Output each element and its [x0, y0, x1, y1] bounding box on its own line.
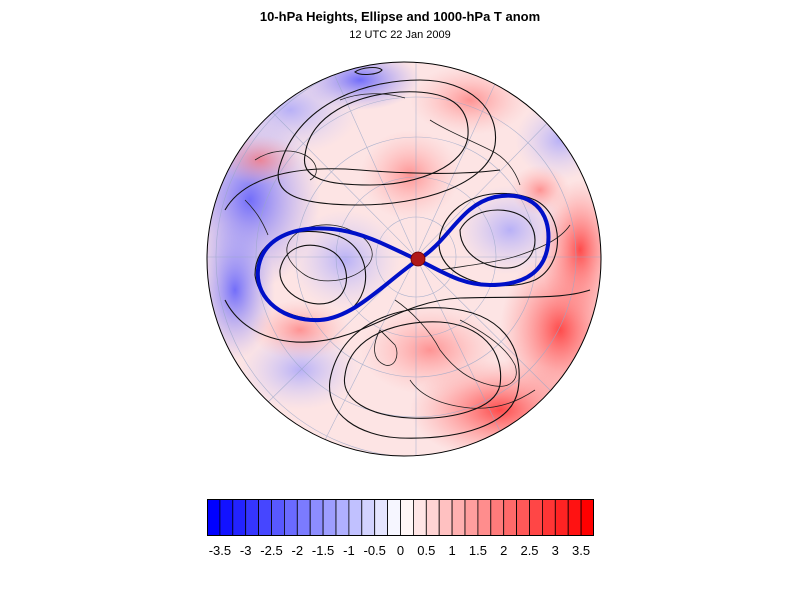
- colorbar-box: [387, 499, 401, 536]
- colorbar-tick-label: 1: [448, 543, 456, 558]
- colorbar-frame: [207, 499, 594, 536]
- colorbar-box: [219, 499, 234, 536]
- colorbar-box: [322, 499, 337, 536]
- colorbar-box: [348, 499, 363, 536]
- colorbar-box: [258, 499, 272, 536]
- colorbar-tick-label: 3.5: [572, 543, 591, 558]
- height-contours: [224, 67, 591, 439]
- colorbar-tick-label: -1.5: [311, 543, 335, 558]
- colorbar-box: [580, 499, 594, 536]
- colorbar-box: [541, 499, 556, 536]
- colorbar: [207, 499, 594, 536]
- colorbar-box: [374, 499, 388, 536]
- colorbar-box: [425, 499, 440, 536]
- colorbar-box: [412, 499, 427, 536]
- colorbar-tick-label: -2: [291, 543, 304, 558]
- colorbar-box: [503, 499, 518, 536]
- colorbar-box: [516, 499, 530, 536]
- colorbar-tick-label: 0.5: [417, 543, 436, 558]
- colorbar-box: [232, 499, 247, 536]
- colorbar-tick-label: 1.5: [468, 543, 487, 558]
- colorbar-tick-label: -3: [239, 543, 252, 558]
- colorbar-box: [477, 499, 492, 536]
- colorbar-box: [245, 499, 260, 536]
- map-title: 10-hPa Heights, Ellipse and 1000-hPa T a…: [259, 9, 541, 24]
- pole-marker: [410, 251, 426, 267]
- colorbar-tick-label: 2: [500, 543, 508, 558]
- colorbar-box: [464, 499, 479, 536]
- map-subtitle: 12 UTC 22 Jan 2009: [349, 29, 451, 41]
- colorbar-box: [284, 499, 298, 536]
- colorbar-box: [400, 499, 414, 536]
- coastlines: [244, 93, 571, 409]
- colorbar-tick-label: -3.5: [208, 543, 232, 558]
- colorbar-box: [438, 499, 453, 536]
- colorbar-box: [361, 499, 376, 536]
- colorbar-tick-label: 2.5: [520, 543, 539, 558]
- colorbar-box: [451, 499, 466, 536]
- globe-outline: [206, 61, 602, 457]
- colorbar-box: [554, 499, 569, 536]
- colorbar-box: [207, 499, 221, 536]
- colorbar-tick-label: -0.5: [363, 543, 386, 558]
- colorbar-tick-label: -2.5: [260, 543, 283, 558]
- colorbar-box: [335, 499, 350, 536]
- colorbar-box: [296, 499, 311, 536]
- colorbar-tick-label: -1: [343, 543, 355, 558]
- colorbar-labels: -3.5 -3 -2.5 -2 -1.5 -1 -0.5 0 0.5 1 1.5 2 2.5 3 3.5: [0, 543, 800, 561]
- colorbar-box: [309, 499, 324, 536]
- colorbar-box: [271, 499, 285, 536]
- colorbar-box: [529, 499, 543, 536]
- colorbar-tick-label: 3: [551, 543, 559, 558]
- colorbar-tick-label: 0: [396, 543, 405, 558]
- colorbar-box: [490, 499, 505, 536]
- colorbar-box: [567, 499, 582, 536]
